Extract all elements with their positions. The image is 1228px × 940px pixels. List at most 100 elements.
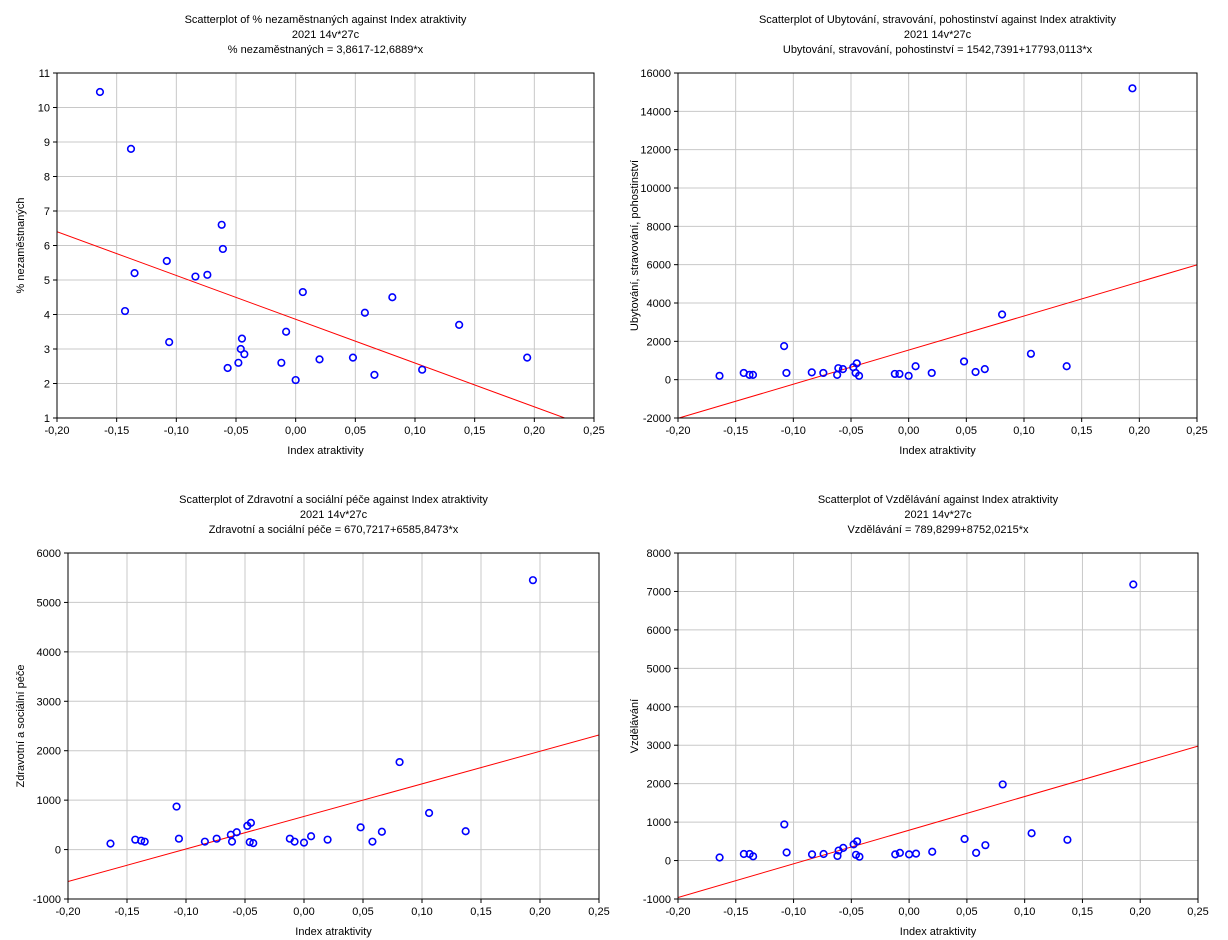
data-point [745, 370, 754, 379]
data-point [298, 287, 307, 297]
data-point [388, 293, 397, 302]
data-point [232, 828, 241, 837]
regression-line [678, 745, 1198, 898]
x-tick-label: 0,10 [1013, 425, 1034, 437]
data-point [927, 368, 936, 378]
data-point [290, 837, 299, 846]
y-tick-label: 10000 [640, 183, 671, 195]
data-point [227, 837, 237, 846]
x-tick-label: 0,00 [898, 425, 919, 437]
x-tick-label: 0,15 [1072, 906, 1093, 918]
x-tick-label: -0,15 [114, 906, 139, 918]
data-point [895, 369, 904, 379]
data-point [1063, 835, 1072, 844]
chart-subtitle: 2021 14v*27c [300, 509, 368, 521]
data-point [245, 838, 254, 847]
data-point [234, 358, 243, 367]
data-point [782, 368, 791, 378]
data-point [853, 837, 862, 846]
y-tick-label: 2000 [37, 746, 61, 758]
plot-frame [677, 552, 1199, 900]
data-point [782, 848, 791, 857]
y-axis-label: % nezaměstnaných [15, 198, 27, 294]
data-point [890, 369, 899, 379]
plot-area [678, 73, 1197, 418]
data-point [904, 371, 913, 380]
chart-accommodation: Scatterplot of Ubytování, stravování, po… [629, 14, 1208, 457]
x-tick-label: 0,05 [352, 906, 373, 918]
y-tick-label: 3000 [647, 740, 671, 752]
x-tick-label: 0,10 [404, 425, 425, 437]
y-tick-label: 4 [44, 310, 50, 322]
y-tick-label: 4000 [647, 298, 671, 310]
data-point [246, 818, 255, 827]
data-point [911, 849, 921, 858]
data-point [137, 836, 146, 845]
data-point [282, 327, 291, 336]
y-tick-label: 0 [55, 845, 61, 857]
x-tick-label: -0,05 [232, 906, 257, 918]
data-point [523, 353, 532, 362]
plot-area [678, 553, 1198, 899]
data-point [855, 852, 864, 861]
x-tick-label: -0,10 [781, 425, 806, 437]
x-tick-label: 0,20 [1130, 906, 1151, 918]
data-point [455, 320, 464, 329]
regression-line [57, 231, 567, 418]
data-point [819, 849, 828, 859]
data-point [461, 827, 470, 836]
data-point [106, 839, 115, 848]
y-tick-label: 5 [44, 275, 50, 287]
x-axis-label: Index atraktivity [287, 445, 364, 457]
data-point [972, 848, 981, 857]
regression-line [678, 264, 1197, 418]
data-point [780, 342, 789, 351]
x-axis-label: Index atraktivity [899, 445, 976, 457]
data-point [959, 357, 969, 366]
x-tick-label: 0,25 [1186, 425, 1207, 437]
data-point [140, 837, 149, 846]
chart-title: Scatterplot of Ubytování, stravování, po… [759, 14, 1117, 26]
regression-equation: % nezaměstnaných = 3,8617-12,6889*x [228, 44, 424, 56]
data-point [120, 306, 130, 316]
chart-panel-unemployment: Scatterplot of % nezaměstnaných against … [0, 0, 614, 470]
data-point [126, 144, 136, 153]
chart-health-social: Scatterplot of Zdravotní a sociální péče… [15, 494, 610, 938]
data-point [819, 368, 828, 378]
data-point [748, 370, 758, 379]
x-tick-label: 0,05 [345, 425, 366, 437]
data-point [95, 87, 105, 97]
data-point [418, 365, 427, 374]
x-tick-label: 0,10 [411, 906, 432, 918]
data-point [749, 852, 758, 861]
x-tick-label: 0,00 [285, 425, 306, 437]
y-tick-label: -2000 [643, 413, 671, 425]
x-tick-label: -0,10 [173, 906, 198, 918]
x-tick-label: -0,15 [723, 425, 748, 437]
y-tick-label: 1000 [647, 817, 671, 829]
data-point [356, 823, 365, 832]
data-point [237, 334, 247, 343]
data-point [424, 808, 434, 818]
data-point [997, 310, 1007, 319]
plot-frame [677, 72, 1198, 419]
x-tick-label: -0,05 [838, 425, 863, 437]
data-point [200, 837, 209, 846]
data-point [998, 780, 1007, 789]
data-point [306, 832, 316, 841]
regression-line [68, 734, 599, 883]
y-tick-label: 1 [44, 413, 50, 425]
regression-equation: Zdravotní a sociální péče = 670,7217+658… [209, 524, 459, 536]
data-point [370, 370, 379, 379]
chart-education: Scatterplot of Vzdělávání against Index … [629, 494, 1209, 938]
plot-frame [67, 552, 600, 900]
chart-panel-health-social: Scatterplot of Zdravotní a sociální péče… [0, 470, 614, 940]
x-tick-label: 0,00 [293, 906, 314, 918]
x-tick-label: 0,25 [583, 425, 604, 437]
data-point [1026, 349, 1036, 358]
data-point [299, 838, 309, 847]
y-tick-label: 16000 [640, 68, 671, 80]
x-axis-label: Index atraktivity [900, 926, 977, 938]
y-tick-label: 12000 [640, 145, 671, 157]
y-tick-label: 14000 [640, 106, 671, 118]
